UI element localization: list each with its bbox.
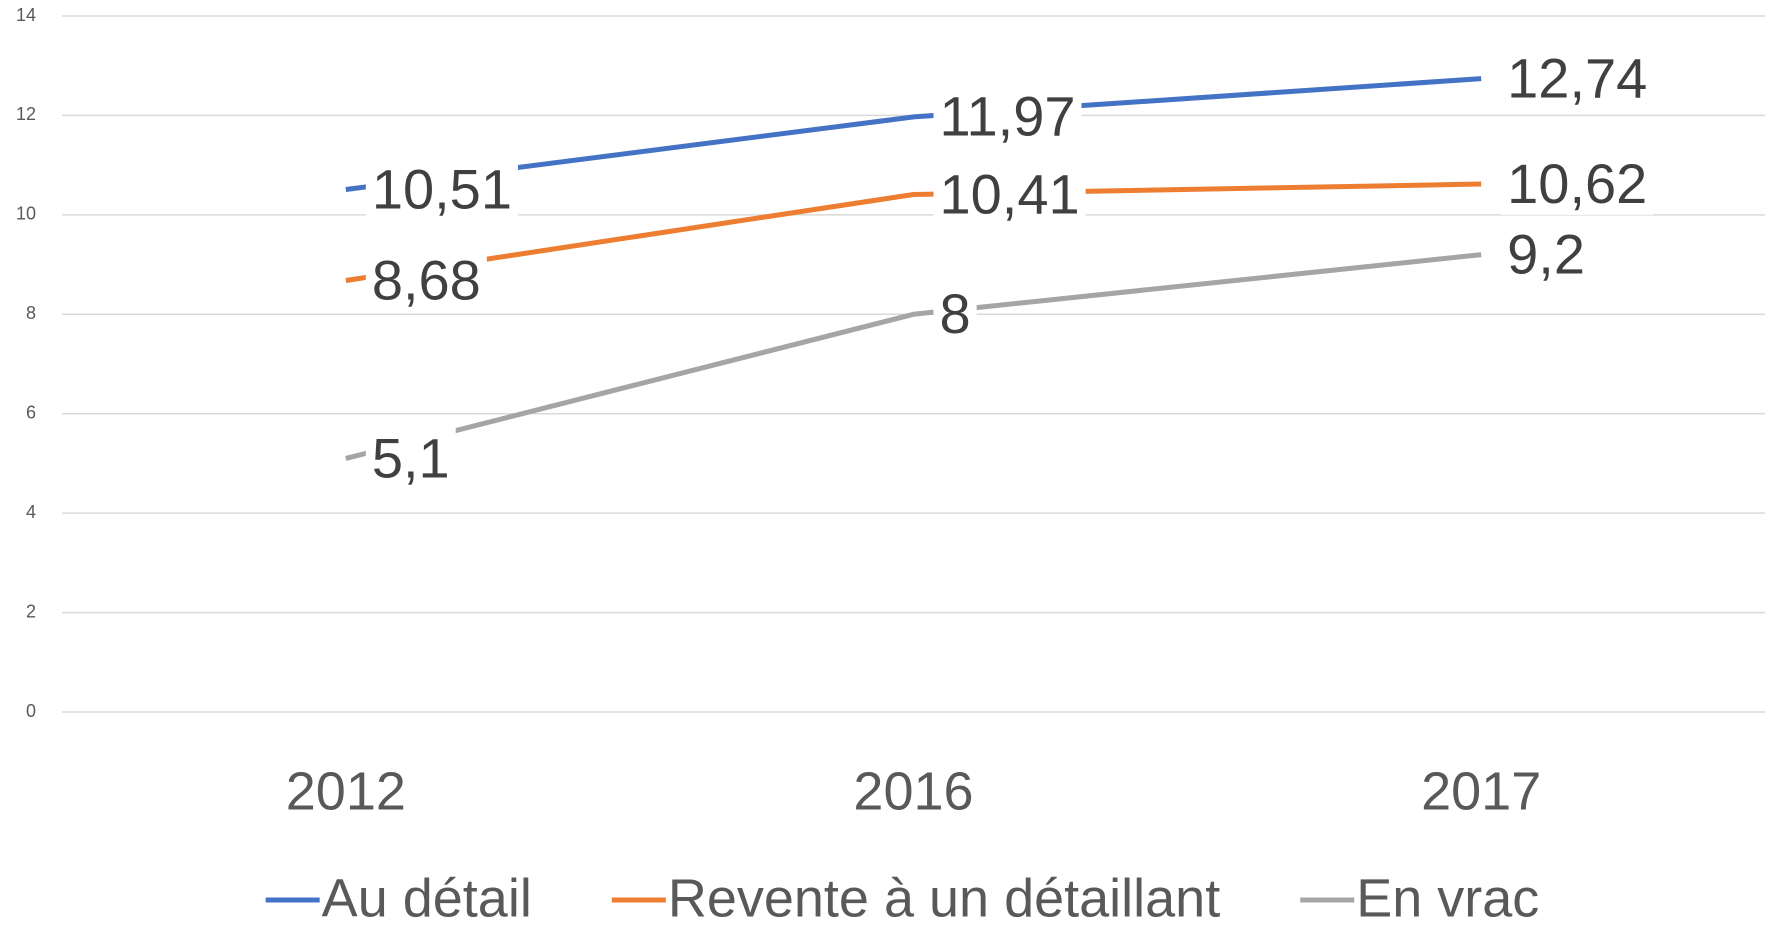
data-label-text: 8 [940,282,971,345]
x-tick-label: 2016 [853,761,973,821]
data-label-text: 10,51 [372,157,512,220]
legend-label: Revente à un détaillant [668,868,1220,927]
data-label: 8,68 [365,248,487,312]
data-label-bg [1501,222,1592,286]
data-label-text: 10,41 [940,162,1080,225]
y-tick-label: 6 [26,402,36,422]
data-label: 8 [933,282,977,346]
data-label-text: 8,68 [372,248,481,311]
data-label-text: 10,62 [1507,152,1647,215]
data-label-bg [365,426,456,490]
y-tick-label: 8 [26,303,36,323]
data-label-bg [933,84,1082,148]
y-tick-label: 12 [16,104,36,124]
data-label-text: 12,74 [1507,46,1647,109]
y-tick-label: 0 [26,701,36,721]
data-label-text: 11,97 [940,85,1076,148]
y-tick-label: 4 [26,502,36,522]
data-label: 10,41 [933,162,1086,226]
data-labels: 10,51 11,97 12,74 8,68 10,41 10,62 5,1 8 9,2 [365,46,1654,490]
legend-label: En vrac [1356,868,1539,927]
data-label-text: 9,2 [1507,222,1585,285]
data-label-bg [1501,46,1654,110]
data-label-bg [365,157,518,221]
data-label-bg [933,162,1086,226]
y-tick-label: 14 [16,5,36,25]
line-series [345,252,1482,461]
legend-label: Au détail [322,868,532,927]
y-tick-label: 2 [26,601,36,621]
x-tick-label: 2017 [1421,761,1541,821]
data-label: 12,74 [1501,46,1654,110]
data-label: 10,51 [365,157,518,221]
lines [345,76,1482,461]
y-tick-label: 10 [16,204,36,224]
data-label-bg [1501,151,1654,215]
data-label-bg [365,248,487,312]
x-tick-label: 2012 [286,761,406,821]
legend: Au détail Revente à un détaillant En vrac [265,868,1539,927]
data-label: 5,1 [365,426,456,490]
data-label: 10,62 [1501,151,1654,215]
line-series [345,76,1482,192]
line-series [345,181,1482,283]
data-label-bg [933,282,977,346]
data-label: 9,2 [1501,222,1592,286]
data-label-text: 5,1 [372,426,450,489]
data-label: 11,97 [933,84,1082,148]
